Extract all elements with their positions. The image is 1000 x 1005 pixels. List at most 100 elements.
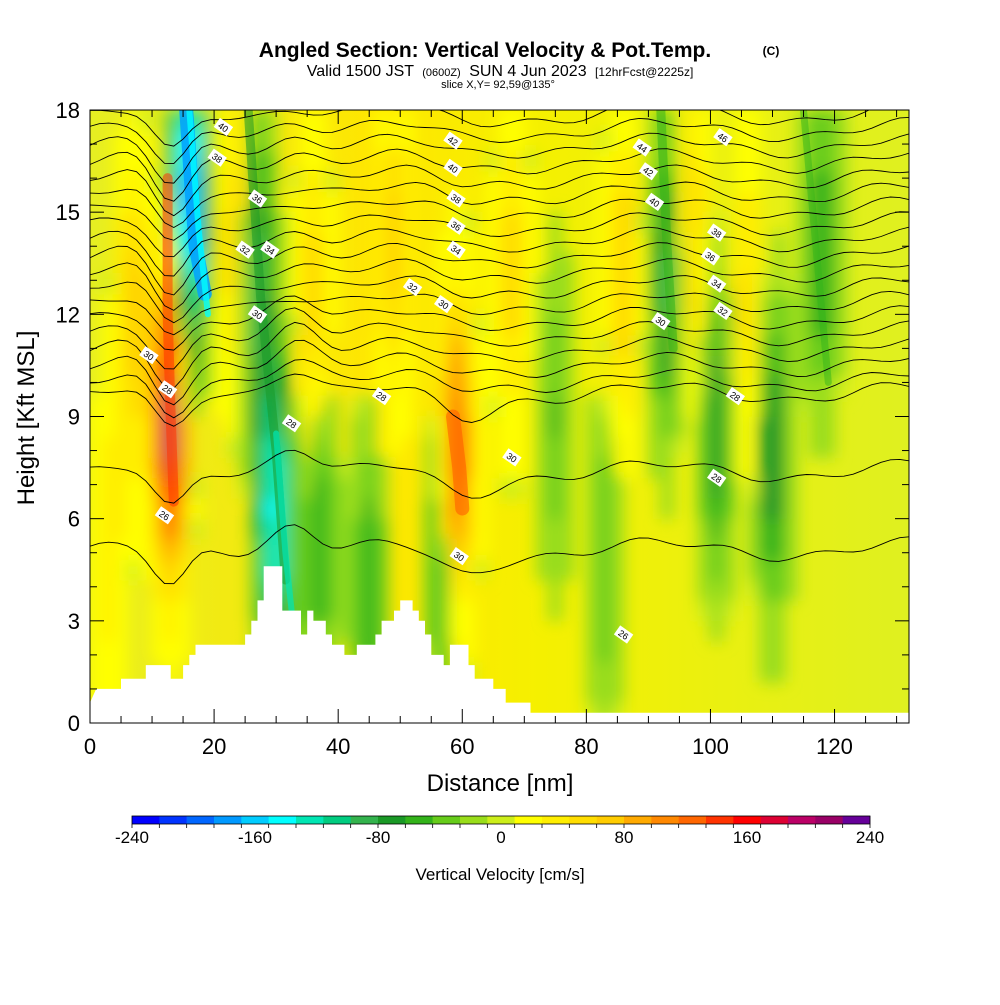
velocity-cell — [399, 293, 414, 315]
velocity-cell — [387, 110, 401, 131]
velocity-cell — [374, 354, 389, 377]
velocity-cell — [449, 354, 463, 377]
velocity-cell — [176, 395, 190, 417]
x-tick-label: 60 — [450, 734, 474, 759]
velocity-cell — [226, 191, 240, 213]
contour-label: 28 — [706, 468, 727, 487]
velocity-cell — [126, 211, 141, 234]
contour-label-text: 30 — [436, 298, 450, 312]
velocity-cell — [449, 599, 463, 622]
velocity-cell — [387, 211, 401, 234]
velocity-cell — [734, 334, 749, 356]
velocity-cell — [536, 416, 550, 438]
velocity-cell — [722, 354, 736, 377]
velocity-cell — [139, 232, 153, 254]
colorbar-swatch — [159, 816, 187, 824]
velocity-cell — [176, 518, 190, 540]
contour-label-bg — [139, 346, 159, 365]
velocity-cell — [449, 334, 463, 356]
velocity-cell — [499, 416, 513, 438]
velocity-cell — [809, 416, 823, 438]
velocity-cell — [90, 599, 103, 622]
contour-label-bg — [154, 506, 175, 525]
contour-label-bg — [247, 305, 268, 324]
velocity-cell — [660, 416, 674, 438]
velocity-cell — [772, 416, 786, 438]
contour-label-bg — [632, 138, 652, 157]
velocity-cell — [834, 354, 848, 377]
y-tick-label: 15 — [56, 200, 80, 225]
velocity-cell — [374, 272, 389, 295]
velocity-cell — [685, 211, 699, 234]
velocity-cell — [176, 232, 190, 254]
velocity-cell — [101, 538, 116, 561]
contour-label-text: 30 — [142, 349, 156, 363]
velocity-cell — [598, 293, 612, 315]
velocity-cell — [834, 110, 848, 131]
velocity-cell — [610, 497, 625, 520]
velocity-cell — [697, 456, 711, 479]
velocity-cell — [126, 518, 141, 540]
velocity-cell — [114, 395, 128, 417]
colorbar-swatch — [788, 816, 816, 824]
contour-label-bg — [613, 625, 634, 644]
velocity-cell — [697, 477, 711, 499]
velocity-cell — [474, 436, 488, 458]
velocity-cell — [226, 293, 240, 315]
y-tick-label: 18 — [56, 98, 80, 123]
velocity-cell — [623, 456, 637, 479]
velocity-cell — [585, 661, 600, 683]
contour-label-bg — [725, 387, 746, 406]
velocity-cell — [809, 334, 823, 356]
velocity-cell — [114, 354, 128, 377]
velocity-cell — [226, 129, 240, 152]
velocity-cell — [772, 599, 786, 622]
velocity-cell — [709, 497, 724, 520]
velocity-cell — [685, 110, 699, 131]
velocity-cell — [201, 232, 215, 254]
velocity-cell — [114, 599, 128, 622]
velocity-cell — [337, 579, 352, 601]
velocity-cell — [90, 416, 103, 438]
contour-label: 32 — [235, 240, 255, 259]
velocity-cell — [263, 110, 277, 131]
velocity-cell — [548, 436, 563, 458]
velocity-cell — [288, 232, 302, 254]
velocity-cell — [238, 293, 252, 315]
contour-label-bg — [651, 312, 671, 331]
velocity-streak — [162, 173, 179, 507]
velocity-cell — [635, 272, 649, 295]
velocity-cell — [647, 272, 662, 295]
contour-label-bg — [433, 295, 454, 314]
velocity-cell — [201, 313, 215, 336]
velocity-cell — [499, 232, 513, 254]
velocity-cell — [350, 497, 364, 520]
velocity-cell — [511, 416, 525, 438]
velocity-cell — [623, 416, 637, 438]
contour-label: 46 — [713, 128, 733, 147]
velocity-cell — [238, 456, 252, 479]
velocity-cell — [126, 293, 141, 315]
velocity-cell — [325, 293, 339, 315]
velocity-cell — [90, 477, 103, 499]
velocity-cell — [685, 272, 699, 295]
velocity-cell — [362, 579, 376, 601]
velocity-cell — [536, 395, 550, 417]
contour-label: 42 — [638, 162, 659, 181]
velocity-cell — [176, 272, 190, 295]
contour-label-bg — [706, 223, 727, 242]
velocity-cell — [288, 436, 302, 458]
velocity-cell — [511, 191, 525, 213]
velocity-cell — [796, 272, 811, 295]
velocity-cell — [747, 170, 761, 193]
contour-label: 28 — [725, 387, 746, 406]
velocity-cell — [151, 191, 165, 213]
velocity-cell — [722, 559, 736, 581]
velocity-cell — [561, 272, 575, 295]
contour-label-text: 36 — [250, 192, 264, 206]
velocity-cell — [759, 375, 773, 397]
contour-label: 30 — [502, 448, 522, 467]
contour-label: 28 — [371, 387, 392, 406]
velocity-cell — [176, 640, 190, 663]
velocity-cell — [548, 313, 563, 336]
